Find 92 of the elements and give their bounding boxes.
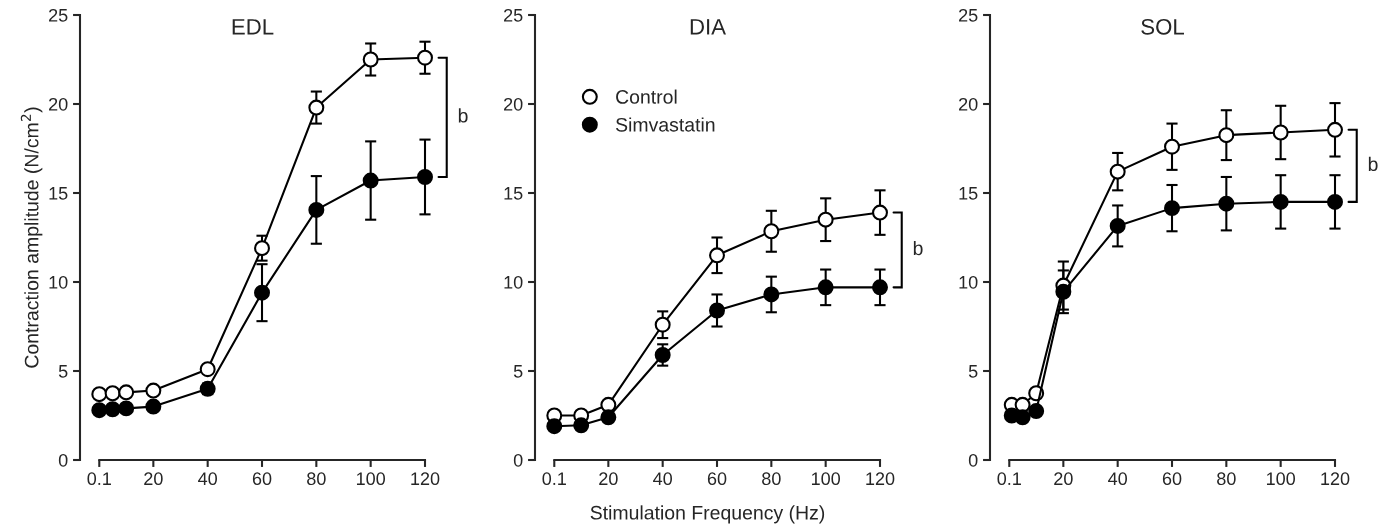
x-axis-title: Stimulation Frequency (Hz) <box>590 505 825 524</box>
y-tick-label: 10 <box>959 275 978 289</box>
point <box>362 51 379 68</box>
point <box>91 386 108 403</box>
point <box>600 409 617 426</box>
point <box>872 279 888 296</box>
point <box>709 247 725 264</box>
x-tick-label: 60 <box>252 472 272 486</box>
x-tick-label: 0.1 <box>542 472 566 486</box>
point <box>308 201 325 218</box>
point <box>1272 124 1289 141</box>
y-tick-label: 20 <box>959 97 978 111</box>
y-tick-label: 10 <box>49 275 68 289</box>
point <box>1164 138 1180 155</box>
legend-label: Control <box>616 89 677 104</box>
y-tick-label: 25 <box>504 8 523 22</box>
y-tick-label: 0 <box>968 453 978 467</box>
point <box>91 402 108 419</box>
x-tick-label: 80 <box>762 472 781 486</box>
y-tick-label: 5 <box>58 365 68 378</box>
point <box>573 417 590 434</box>
x-tick-label: 100 <box>356 472 386 486</box>
point <box>654 316 671 333</box>
point <box>1028 403 1045 420</box>
point <box>104 401 121 418</box>
point <box>709 302 725 319</box>
point <box>546 418 563 435</box>
y-tick-label: 5 <box>968 365 978 378</box>
y-tick-label: 0 <box>513 453 523 467</box>
point <box>199 361 216 378</box>
chart-title: EDL <box>232 19 274 35</box>
point <box>254 240 270 257</box>
point <box>1327 193 1343 210</box>
point <box>1327 121 1343 138</box>
point <box>254 284 270 301</box>
point <box>1109 163 1126 180</box>
x-tick-label: 0.1 <box>87 472 111 486</box>
y-tick-label: 15 <box>504 187 523 200</box>
point <box>417 49 433 66</box>
point <box>763 223 780 240</box>
point <box>654 347 671 363</box>
point <box>1218 195 1235 212</box>
point <box>1164 200 1180 217</box>
point <box>763 286 780 303</box>
point <box>308 99 325 116</box>
chart-title: DIA <box>690 19 726 35</box>
point <box>417 169 433 185</box>
point <box>118 400 135 417</box>
point <box>872 204 888 221</box>
x-tick-label: 120 <box>1321 472 1350 486</box>
point <box>145 382 162 399</box>
point <box>145 398 162 415</box>
x-tick-label: 60 <box>707 472 727 486</box>
x-tick-label: 60 <box>1162 472 1182 486</box>
text: b <box>1368 156 1378 172</box>
point <box>817 211 834 228</box>
x-tick-label: 40 <box>653 472 673 486</box>
point <box>1055 283 1072 300</box>
point <box>1218 127 1235 144</box>
x-tick-label: 80 <box>307 472 326 486</box>
x-tick-label: 40 <box>1108 472 1128 486</box>
x-tick-label: 80 <box>1217 472 1236 486</box>
text: b <box>913 240 923 256</box>
x-tick-label: 100 <box>1266 472 1296 486</box>
y-tick-label: 20 <box>504 97 523 111</box>
x-tick-label: 20 <box>144 472 163 486</box>
y-tick-label: 0 <box>58 453 68 467</box>
y-tick-label: 25 <box>959 8 978 22</box>
x-tick-label: 20 <box>599 472 618 486</box>
y-tick-label: 25 <box>49 8 68 22</box>
x-tick-label: 120 <box>866 472 895 486</box>
point <box>1272 193 1289 210</box>
y-tick-label: 10 <box>504 275 523 289</box>
point <box>362 172 379 189</box>
point <box>104 385 121 402</box>
x-tick-label: 0.1 <box>997 472 1021 486</box>
y-tick-label: 15 <box>959 187 978 200</box>
y-tick-label: 20 <box>49 97 68 111</box>
point <box>118 384 135 401</box>
point <box>817 279 834 296</box>
x-tick-label: 40 <box>198 472 218 486</box>
chart-title: SOL <box>1141 18 1184 35</box>
legend-label: Simvastatin <box>615 117 715 132</box>
text: b <box>458 108 468 123</box>
y-tick-label: 5 <box>513 365 523 378</box>
x-tick-label: 100 <box>811 472 841 486</box>
point <box>1014 409 1031 426</box>
y-tick-label: 15 <box>49 187 68 200</box>
x-tick-label: 120 <box>411 472 440 486</box>
point <box>1109 217 1126 234</box>
y-axis-title: Contraction amplitude (N/cm$^{2}$) <box>20 107 43 368</box>
x-tick-label: 20 <box>1054 472 1073 486</box>
